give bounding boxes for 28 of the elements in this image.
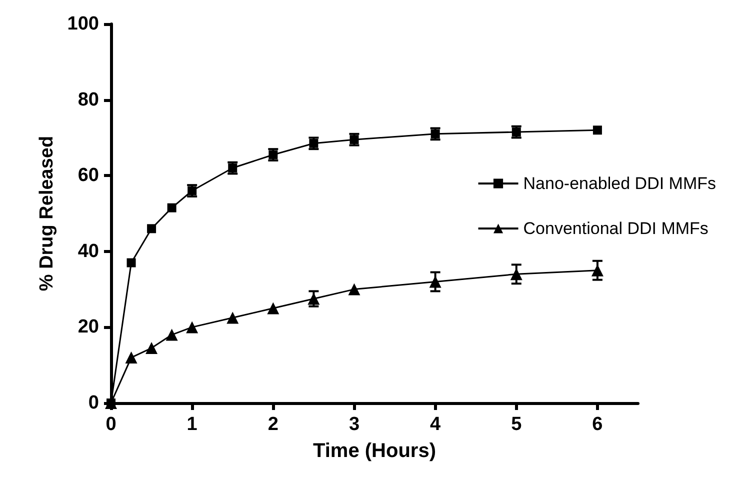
x-tick-label: 4 bbox=[430, 414, 442, 435]
x-tick-label: 2 bbox=[268, 414, 278, 435]
point bbox=[186, 321, 198, 334]
point bbox=[126, 258, 136, 268]
legend-label: Nano-enabled DDI MMFs bbox=[523, 174, 716, 193]
point bbox=[348, 283, 360, 296]
point bbox=[267, 302, 280, 314]
x-axis-title: Time (Hours) bbox=[313, 440, 436, 462]
legend-label: Conventional DDI MMFs bbox=[523, 219, 708, 238]
point bbox=[146, 342, 158, 354]
x-tick-label: 0 bbox=[106, 414, 116, 435]
y-tick-label: 20 bbox=[78, 316, 99, 338]
y-tick-label: 40 bbox=[78, 240, 99, 262]
y-tick-label: 80 bbox=[78, 89, 99, 110]
point bbox=[226, 312, 239, 324]
y-tick-label: 0 bbox=[88, 392, 99, 414]
point bbox=[592, 126, 602, 135]
x-tick-label: 6 bbox=[592, 414, 603, 435]
y-tick-label: 60 bbox=[78, 165, 99, 186]
point bbox=[167, 203, 176, 212]
point bbox=[125, 352, 138, 364]
x-tick-label: 5 bbox=[511, 414, 522, 435]
x-tick-label: 1 bbox=[186, 414, 198, 435]
x-tick-label: 3 bbox=[348, 414, 360, 435]
point bbox=[147, 224, 156, 234]
y-tick-label: 100 bbox=[67, 14, 99, 34]
point bbox=[166, 328, 178, 341]
y-axis-title: % Drug Released bbox=[36, 136, 58, 292]
